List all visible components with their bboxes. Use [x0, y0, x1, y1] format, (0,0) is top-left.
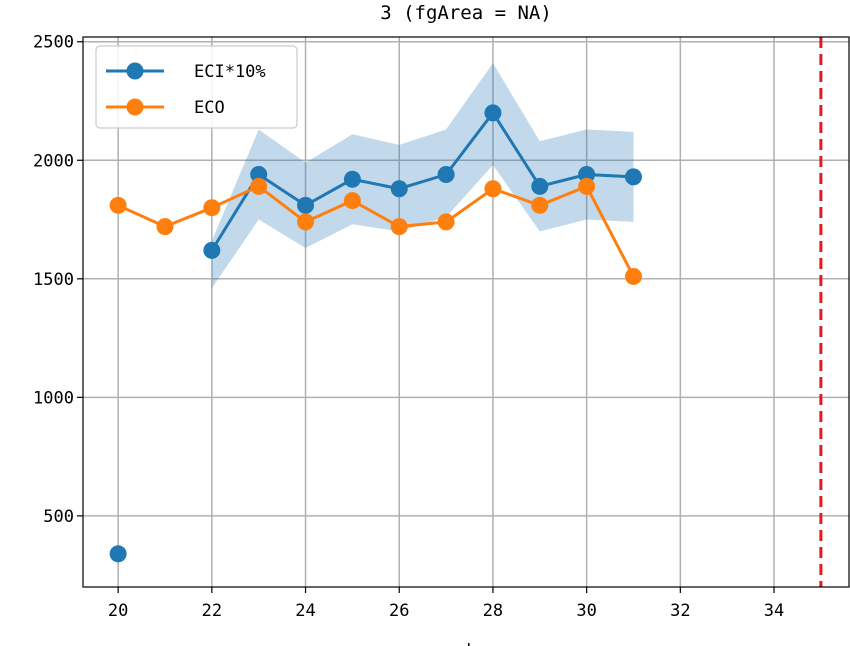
series-layer [109, 104, 642, 563]
data-point [624, 267, 642, 285]
data-point [484, 104, 502, 122]
chart-title: 3 (fgArea = NA) [380, 2, 552, 24]
data-point [203, 241, 221, 259]
x-axis-label: d [461, 641, 471, 646]
x-tick-label: 32 [670, 601, 690, 621]
series [109, 104, 642, 563]
x-tick-label: 30 [576, 601, 596, 621]
data-point [437, 166, 455, 183]
grid [83, 37, 849, 587]
data-point [343, 192, 361, 210]
data-point [437, 213, 455, 231]
series-line [210, 111, 634, 252]
legend-label: ECI*10% [194, 62, 266, 82]
data-point [250, 166, 268, 183]
x-tick-label: 28 [483, 601, 503, 621]
data-point [156, 218, 174, 236]
legend-marker [126, 98, 144, 116]
legend-label: ECO [194, 98, 225, 118]
legend: ECI*10% ECO [95, 45, 298, 129]
x-tick-label: 24 [295, 601, 315, 621]
y-tick-label: 1000 [33, 388, 74, 408]
data-point [624, 168, 642, 186]
plot-frame [82, 36, 850, 588]
x-tick-label: 34 [764, 601, 784, 621]
data-point [578, 166, 596, 183]
y-tick-label: 2500 [33, 33, 74, 53]
data-point [578, 177, 596, 195]
y-tick-label: 1500 [33, 270, 74, 290]
y-tick-label: 500 [43, 507, 74, 527]
data-point [203, 199, 221, 217]
series [109, 177, 642, 285]
x-tick-label: 26 [389, 601, 409, 621]
data-point [343, 170, 361, 188]
data-point [297, 213, 315, 231]
data-point [390, 218, 408, 236]
band-area [211, 63, 634, 289]
data-point [484, 180, 502, 198]
x-tick-label: 22 [202, 601, 222, 621]
x-tick-label: 20 [108, 601, 128, 621]
data-point [109, 196, 127, 214]
y-tick-label: 2000 [33, 151, 74, 171]
data-point [531, 177, 549, 195]
legend-marker [126, 62, 144, 80]
y-axis-ticks: 500 1000 1500 2000 2500 [33, 33, 83, 527]
data-point [297, 196, 315, 214]
confidence-band [211, 63, 634, 289]
x-axis-ticks: 20 22 24 26 28 30 32 34 [108, 587, 784, 621]
data-point [250, 177, 268, 195]
data-point [531, 196, 549, 214]
data-point [109, 545, 127, 563]
data-point [390, 180, 408, 198]
